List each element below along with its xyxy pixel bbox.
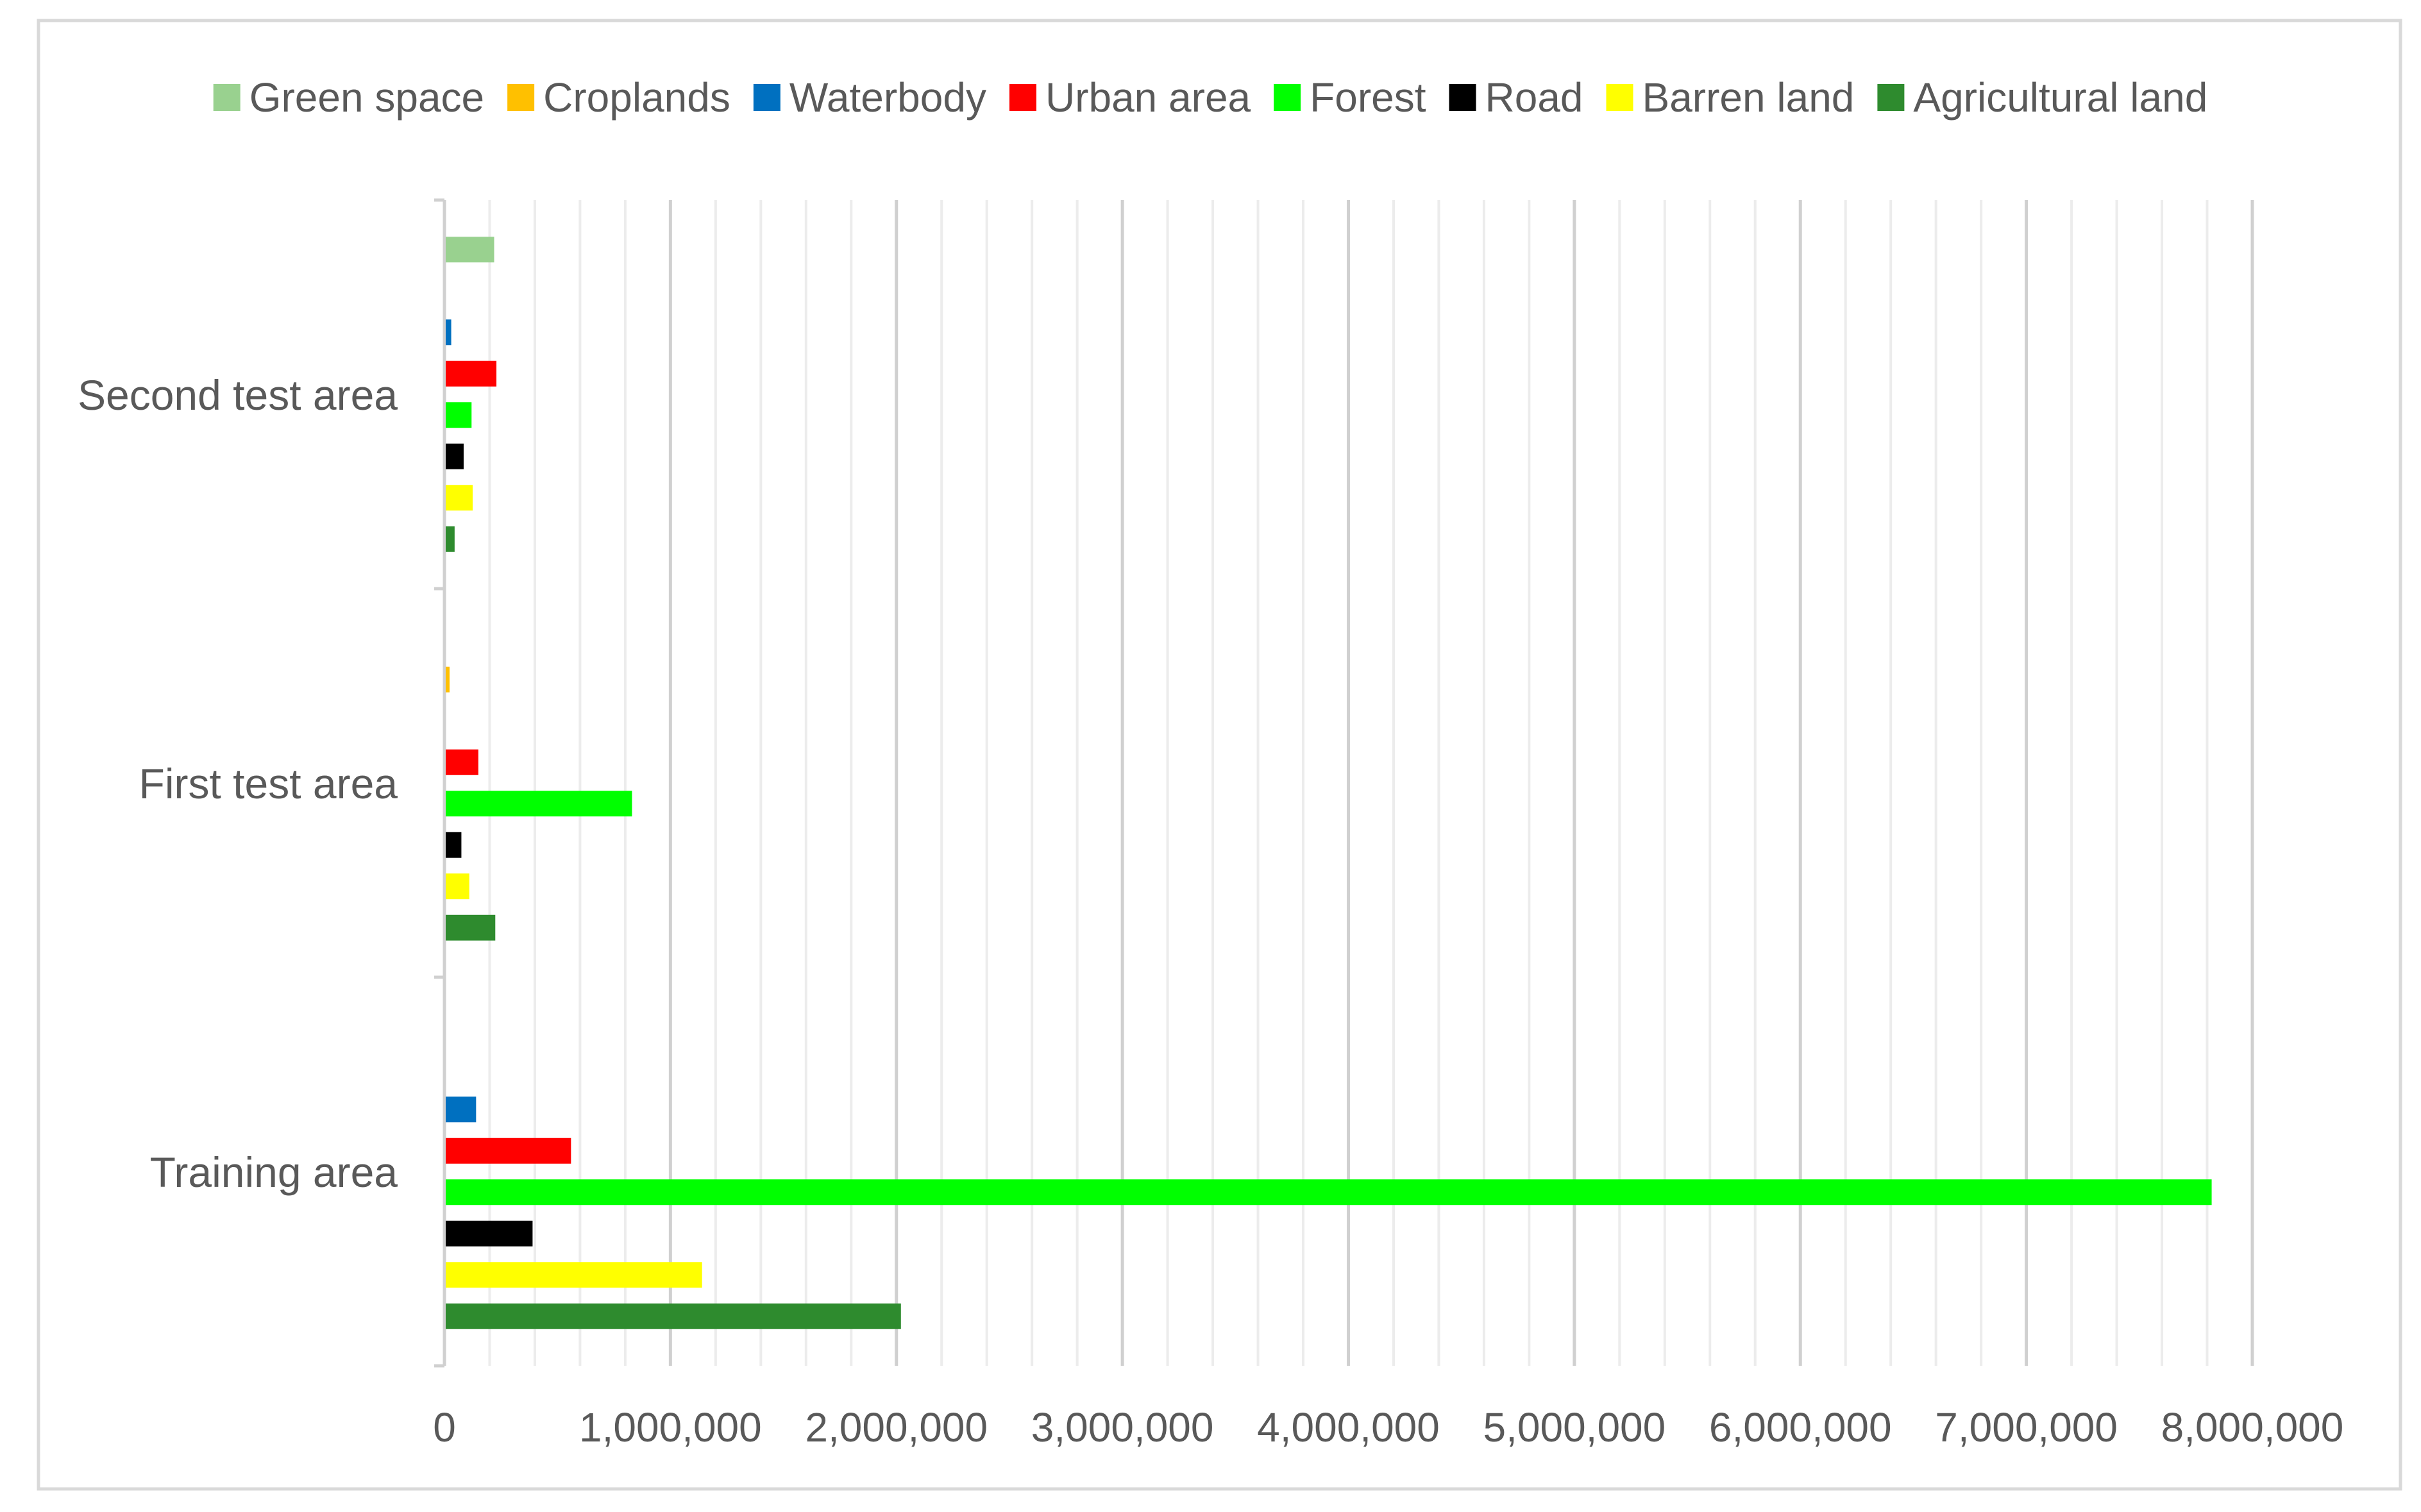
category-label: Training area xyxy=(150,1148,398,1196)
bar-series xyxy=(446,237,2212,1329)
legend-label: Urban area xyxy=(1045,74,1251,121)
bar-forest-second-test-area xyxy=(446,402,472,428)
legend-swatch xyxy=(1877,84,1905,111)
legend-label: Forest xyxy=(1310,74,1426,121)
bar-green-space-second-test-area xyxy=(446,237,494,263)
x-tick-label: 8,000,000 xyxy=(2161,1404,2344,1450)
bar-barren-land-first-test-area xyxy=(446,873,469,900)
bar-agricultural-land-first-test-area xyxy=(446,914,496,941)
legend-swatch xyxy=(753,84,780,111)
legend-item-forest: Forest xyxy=(1274,74,1426,121)
bar-urban-area-first-test-area xyxy=(446,749,478,775)
bar-agricultural-land-training-area xyxy=(446,1303,901,1329)
major-gridlines xyxy=(668,200,2254,1366)
legend-swatch xyxy=(213,84,240,111)
legend-item-road: Road xyxy=(1449,74,1583,121)
legend-label: Croplands xyxy=(543,74,730,121)
legend-item-agricultural-land: Agricultural land xyxy=(1877,74,2207,121)
category-label: First test area xyxy=(139,760,398,807)
bar-road-second-test-area xyxy=(446,443,464,469)
x-tick-label: 2,000,000 xyxy=(805,1404,988,1450)
legend-swatch xyxy=(1449,84,1476,111)
bar-barren-land-second-test-area xyxy=(446,485,473,511)
bar-forest-first-test-area xyxy=(446,791,632,817)
category-axis xyxy=(434,198,446,1368)
category-axis-labels: Training area First test area Second test … xyxy=(78,371,398,1196)
legend-label: Road xyxy=(1485,74,1583,121)
x-tick-label: 4,000,000 xyxy=(1257,1404,1440,1450)
bar-agricultural-land-second-test-area xyxy=(446,526,455,552)
legend-item-green-space: Green space xyxy=(213,74,484,121)
legend-item-urban-area: Urban area xyxy=(1009,74,1251,121)
bar-waterbody-training-area xyxy=(446,1096,477,1123)
bar-urban-area-training-area xyxy=(446,1138,571,1164)
bar-forest-training-area xyxy=(446,1179,2212,1205)
legend-swatch xyxy=(1606,84,1633,111)
bar-road-training-area xyxy=(446,1220,533,1247)
bar-croplands-first-test-area xyxy=(446,666,450,693)
value-axis-tick-labels: 0 1,000,000 2,000,000 3,000,000 4,000,000 5,0… xyxy=(433,1404,2343,1450)
legend-label: Green space xyxy=(249,74,484,121)
bar-waterbody-second-test-area xyxy=(446,319,451,346)
bar-barren-land-training-area xyxy=(446,1262,702,1288)
x-tick-label: 3,000,000 xyxy=(1031,1404,1214,1450)
legend-swatch xyxy=(507,84,535,111)
x-tick-label: 1,000,000 xyxy=(579,1404,762,1450)
legend-label: Agricultural land xyxy=(1913,74,2207,121)
legend-item-croplands: Croplands xyxy=(507,74,730,121)
legend-swatch xyxy=(1274,84,1301,111)
bar-urban-area-second-test-area xyxy=(446,360,497,387)
bar-road-first-test-area xyxy=(446,832,462,858)
minor-gridlines xyxy=(488,200,2209,1366)
legend-label: Waterbody xyxy=(789,74,986,121)
legend-item-barren-land: Barren land xyxy=(1606,74,1855,121)
chart-border xyxy=(37,19,2402,1491)
legend-item-waterbody: Waterbody xyxy=(753,74,986,121)
legend-label: Barren land xyxy=(1642,74,1855,121)
category-label: Second test area xyxy=(78,371,398,419)
x-tick-label: 6,000,000 xyxy=(1709,1404,1892,1450)
x-tick-label: 5,000,000 xyxy=(1483,1404,1666,1450)
legend-swatch xyxy=(1009,84,1036,111)
chart-legend: Green space Croplands Waterbody Urban area F… xyxy=(213,74,2207,121)
x-tick-label: 0 xyxy=(433,1404,456,1450)
x-tick-label: 7,000,000 xyxy=(1935,1404,2118,1450)
